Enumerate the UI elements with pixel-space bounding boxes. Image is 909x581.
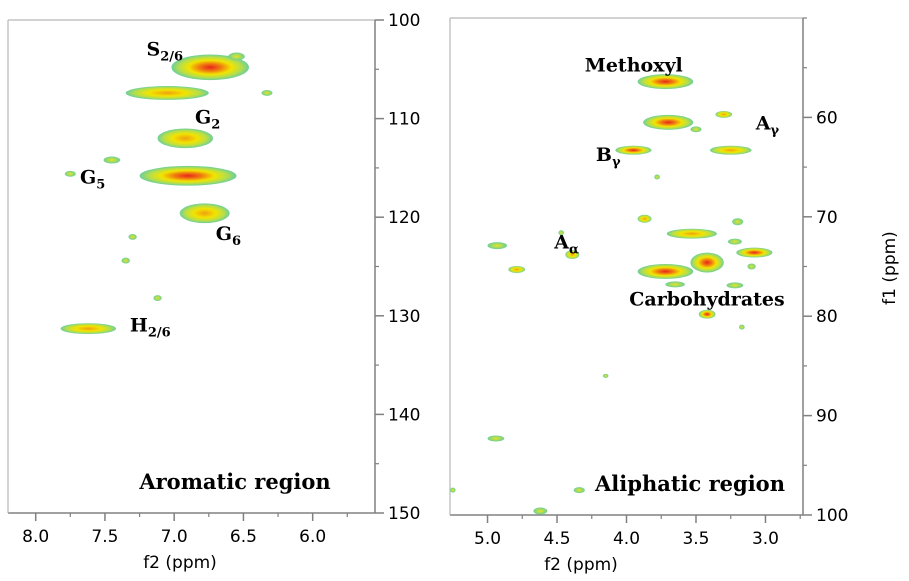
peak-aliphatic-1 xyxy=(643,114,694,130)
annotation-aromatic-2: G5 xyxy=(80,167,105,193)
peak-aliphatic-16 xyxy=(665,281,685,288)
peak-aliphatic-22 xyxy=(739,324,745,330)
peak-aliphatic-11 xyxy=(637,264,694,279)
y-tick-label-aliphatic-0: 60 xyxy=(816,108,838,128)
annotation-aromatic-4: H2/6 xyxy=(130,315,171,341)
y-tick-label-aromatic-1: 110 xyxy=(388,110,420,130)
x-axis-title-aromatic: f2 (ppm) xyxy=(143,553,217,573)
x-tick-label-aromatic-3: 6.5 xyxy=(230,527,257,547)
peak-aromatic-5 xyxy=(103,156,121,164)
x-tick-label-aliphatic-1: 4.5 xyxy=(543,529,570,549)
peak-aliphatic-21 xyxy=(698,309,716,319)
peak-aromatic-3 xyxy=(261,90,273,96)
peak-aliphatic-15 xyxy=(726,282,744,289)
x-tick-label-aliphatic-4: 3.0 xyxy=(752,529,779,549)
peak-aromatic-2 xyxy=(125,86,209,100)
peak-aliphatic-8 xyxy=(732,218,744,226)
annotation-aliphatic-2: Bγ xyxy=(596,144,621,170)
y-tick-label-aliphatic-3: 90 xyxy=(816,407,838,427)
annotation-aliphatic-0: Methoxyl xyxy=(585,55,683,77)
y-tick-label-aromatic-3: 130 xyxy=(388,307,420,327)
x-tick-label-aliphatic-3: 3.5 xyxy=(682,529,709,549)
peak-aliphatic-4 xyxy=(709,145,752,155)
peak-aromatic-12 xyxy=(60,323,117,335)
peak-aliphatic-9 xyxy=(666,228,717,239)
x-tick-label-aromatic-0: 8.0 xyxy=(22,527,49,547)
peak-aliphatic-7 xyxy=(637,214,652,223)
peak-aliphatic-12 xyxy=(690,252,724,273)
peak-aromatic-10 xyxy=(121,257,130,264)
peak-aromatic-9 xyxy=(128,233,137,240)
peak-aromatic-7 xyxy=(139,165,237,186)
peak-aromatic-0 xyxy=(171,54,249,81)
peak-aliphatic-5 xyxy=(615,145,652,155)
peak-aliphatic-2 xyxy=(715,110,733,118)
peak-aliphatic-6 xyxy=(654,174,660,180)
peak-aromatic-6 xyxy=(64,170,76,177)
peak-aliphatic-27 xyxy=(533,507,548,515)
x-tick-label-aromatic-4: 6.0 xyxy=(299,527,326,547)
x-tick-label-aromatic-1: 7.5 xyxy=(91,527,118,547)
region-label-aromatic: Aromatic region xyxy=(138,469,330,494)
peak-aliphatic-13 xyxy=(736,247,773,258)
peak-aromatic-11 xyxy=(153,295,162,302)
x-tick-label-aliphatic-0: 5.0 xyxy=(474,529,501,549)
y-tick-label-aliphatic-4: 100 xyxy=(816,506,848,526)
x-tick-label-aromatic-2: 7.0 xyxy=(161,527,188,547)
peak-aromatic-8 xyxy=(179,203,230,224)
peak-aliphatic-14 xyxy=(747,263,756,270)
x-axis-title-aliphatic: f2 (ppm) xyxy=(544,555,618,575)
annotation-aromatic-1: G2 xyxy=(195,107,220,133)
x-tick-label-aliphatic-2: 4.0 xyxy=(613,529,640,549)
aliphatic-panel: 5.0 4.5 4.0 3.5 3.0 60 70 80 90 100 f2 (ppm) f1 (pp… xyxy=(449,17,900,575)
y-tick-label-aromatic-0: 100 xyxy=(388,11,420,31)
peak-aromatic-4 xyxy=(157,128,213,149)
y-axis-title: f1 (ppm) xyxy=(880,231,900,305)
annotation-aliphatic-4: Carbohydrates xyxy=(629,288,784,310)
y-tick-label-aliphatic-2: 80 xyxy=(816,307,838,327)
peak-aromatic-1 xyxy=(228,52,245,61)
peak-aliphatic-26 xyxy=(450,487,456,493)
peak-aliphatic-10 xyxy=(727,238,742,245)
region-label-aliphatic: Aliphatic region xyxy=(594,471,785,496)
peak-aliphatic-18 xyxy=(558,230,564,236)
peak-aliphatic-24 xyxy=(487,435,505,442)
y-tick-label-aromatic-5: 150 xyxy=(388,504,420,524)
peak-aliphatic-17 xyxy=(565,250,580,260)
annotation-aromatic-3: G6 xyxy=(216,223,241,249)
y-tick-label-aromatic-2: 120 xyxy=(388,208,420,228)
y-tick-label-aliphatic-1: 70 xyxy=(816,208,838,228)
peak-aliphatic-20 xyxy=(508,266,526,273)
y-tick-label-aromatic-4: 140 xyxy=(388,405,420,425)
annotation-aliphatic-1: Aγ xyxy=(755,112,780,138)
peak-aliphatic-23 xyxy=(602,373,609,378)
peak-aliphatic-3 xyxy=(690,126,702,133)
annotation-aromatic-0: S2/6 xyxy=(146,38,183,64)
peak-aliphatic-25 xyxy=(573,487,585,494)
peak-aliphatic-19 xyxy=(487,242,507,250)
peak-aliphatic-0 xyxy=(637,74,694,90)
aromatic-panel: 8.0 7.5 7.0 6.5 6.0 100 110 120 130 140 150 f2 (ppm… xyxy=(7,11,420,573)
